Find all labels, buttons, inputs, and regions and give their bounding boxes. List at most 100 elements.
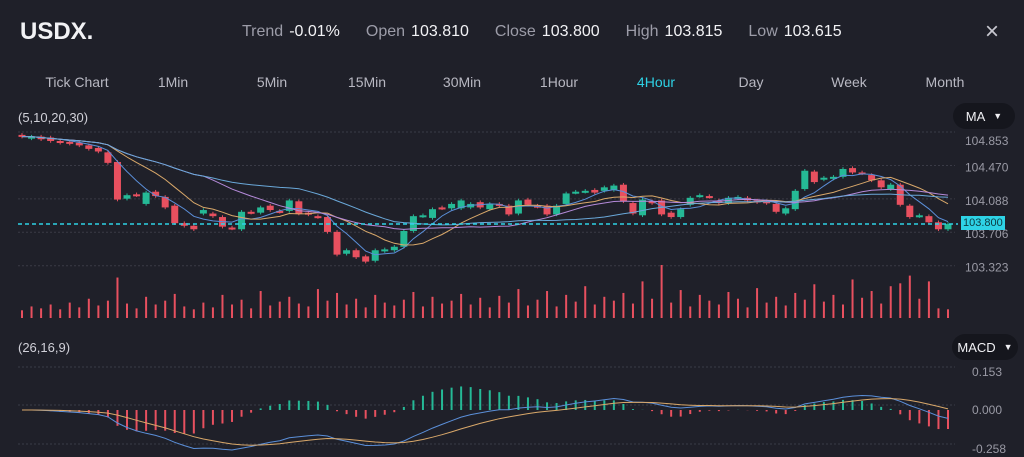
price-tick-label: 104.853 [965,134,1009,148]
tab-1min[interactable]: 1Min [157,74,189,90]
macd-indicator-dropdown[interactable]: MACD ▼ [952,334,1018,360]
stat-value: 103.815 [664,23,723,40]
candle-up [782,208,790,214]
stat-open: Open 103.810 [366,23,469,41]
candle-up [944,224,952,230]
candle-down [934,222,942,230]
caret-down-icon: ▼ [1003,342,1013,352]
candle-down [505,205,513,215]
price-tick-label: 104.470 [965,160,1009,174]
price-tick-label: 103.323 [965,261,1009,275]
candle-down [705,196,713,199]
tab-1hour[interactable]: 1Hour [539,74,579,90]
candle-down [619,184,627,202]
candle-up [390,246,398,251]
current-price-tag: 103.800 [961,216,1005,230]
candle-up [801,170,809,190]
ma-indicator-dropdown[interactable]: MA ▼ [953,103,1015,129]
candle-down [56,141,64,144]
candle-down [849,168,857,173]
candle-up [610,185,618,190]
candle-down [94,147,102,152]
macd-tick-label: 0.153 [972,365,1002,379]
tab-tick-chart[interactable]: Tick Chart [45,74,109,90]
candle-down [190,225,198,230]
price-tick-label: 104.088 [965,194,1009,208]
stat-label: Trend [242,23,284,40]
tab-15min[interactable]: 15Min [347,74,387,90]
candle-up [285,200,293,211]
stat-label: Open [365,23,406,40]
candle-down [104,152,112,163]
candle-up [371,250,379,261]
tab-week[interactable]: Week [831,74,867,90]
candle-up [257,207,265,213]
candle-up [199,210,207,214]
ma5-line [22,136,949,256]
candle-down [66,141,74,144]
candle-up [696,195,704,198]
candle-up [820,177,828,180]
candle-up [419,215,427,218]
candle-up [28,136,36,139]
candle-down [629,203,637,214]
candle-up [142,192,150,204]
symbol-title: USDX. [20,18,94,45]
candle-up [457,200,465,209]
stat-value: 103.615 [783,23,842,40]
candle-down [524,199,532,205]
candle-down [877,180,885,188]
candle-down [47,137,55,142]
candle-down [180,223,188,226]
candle-up [400,231,408,247]
ma20-line [22,136,949,230]
stat-value: 103.800 [541,23,600,40]
candle-up [428,209,436,218]
candle-down [543,205,551,215]
candle-down [772,203,780,212]
candle-up [829,176,837,179]
candle-down [171,205,179,224]
candle-down [438,207,446,210]
stats-bar: Trend -0.01% Open 103.810 Close 103.800 Hig… [242,23,842,41]
candle-down [352,250,360,258]
caret-down-icon: ▼ [993,111,1003,121]
tab-5min[interactable]: 5Min [256,74,288,90]
candle-up [887,184,895,190]
candle-down [810,171,818,183]
candle-down [868,175,876,181]
candle-down [362,256,370,262]
stat-high: High 103.815 [626,23,723,41]
ma10-line [22,136,949,246]
tab-month[interactable]: Month [925,74,965,90]
macd-params-label: (26,16,9) [18,340,71,355]
tab-day[interactable]: Day [738,74,764,90]
candle-up [343,250,351,254]
price-tick-label: 103.706 [965,227,1009,241]
candle-down [333,231,341,255]
candle-down [266,205,274,211]
stat-trend: Trend -0.01% [242,23,340,41]
candle-up [123,195,131,199]
stat-label: Low [748,23,778,40]
macd-tick-label: -0.258 [972,442,1006,456]
candle-down [925,216,933,223]
candle-down [85,145,93,149]
ma-dropdown-label: MA [965,108,986,124]
candle-up [677,209,685,218]
candle-down [314,216,322,219]
candle-up [791,190,799,210]
candle-down [75,142,83,146]
tab-30min[interactable]: 30Min [442,74,482,90]
candle-up [572,191,580,194]
candle-up [381,249,389,252]
tab-4hour[interactable]: 4Hour [636,74,676,90]
candle-down [495,203,503,206]
close-icon[interactable]: × [985,18,1000,45]
ma-params-label: (5,10,20,30) [18,110,89,125]
candle-up [686,197,694,205]
candle-down [591,189,599,193]
candle-up [839,168,847,177]
stat-label: Close [494,23,536,40]
